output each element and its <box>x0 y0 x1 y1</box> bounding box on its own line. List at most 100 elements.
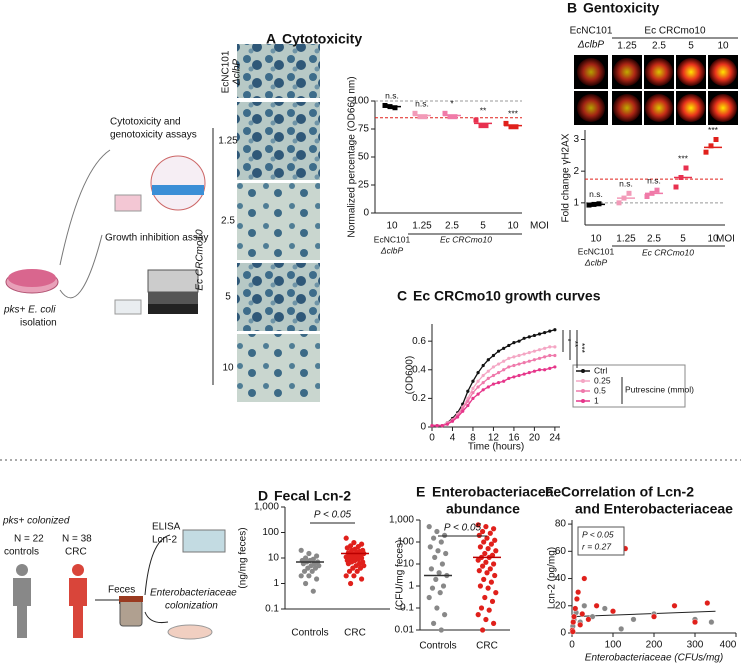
point <box>477 583 483 589</box>
legend-swatch <box>581 389 585 393</box>
y-tick-label: 1,000 <box>389 515 414 526</box>
point <box>475 557 481 563</box>
point <box>532 349 537 353</box>
point <box>502 379 506 383</box>
y-axis-label: Fold change γH2AX <box>561 133 572 222</box>
x-tick-label: 1.25 <box>616 234 636 245</box>
point <box>481 363 485 368</box>
point <box>487 566 493 572</box>
point <box>537 348 542 352</box>
point <box>537 356 542 360</box>
group-label: EcNC101 <box>578 246 615 256</box>
point <box>491 620 497 626</box>
point <box>480 528 486 535</box>
y-tick-label: 10 <box>403 559 415 570</box>
legend-title: Putrescine (mmol) <box>625 384 694 394</box>
point <box>512 340 516 345</box>
y-tick-label: 50 <box>358 152 370 163</box>
point <box>487 530 493 536</box>
image-label: 5 <box>688 41 694 52</box>
point <box>351 573 357 579</box>
point <box>548 353 552 358</box>
point <box>489 598 496 604</box>
y-tick-label: 0 <box>560 628 566 639</box>
point <box>435 548 441 554</box>
point <box>532 333 537 338</box>
point <box>496 362 501 366</box>
legend-box <box>572 364 686 408</box>
y-tick-label: 0.1 <box>265 604 279 615</box>
assay-text: Cytotoxicity and <box>110 117 181 128</box>
y-tick-label: 0.2 <box>412 393 426 404</box>
point <box>298 547 304 553</box>
point <box>553 365 557 369</box>
point <box>442 110 448 116</box>
point <box>491 353 496 358</box>
cohort-text: ELISA <box>152 522 181 533</box>
point <box>673 184 679 190</box>
point <box>434 528 440 535</box>
point <box>491 365 496 369</box>
point <box>517 362 521 366</box>
point <box>522 352 526 356</box>
point <box>439 561 445 567</box>
x-tick-label: 200 <box>646 640 663 651</box>
point <box>476 392 480 396</box>
y-tick-label: 1 <box>573 197 579 208</box>
significance-label: ** <box>480 105 487 115</box>
point <box>476 371 480 375</box>
y-axis-label: Normalized percentage (OD660 nm) <box>347 76 358 237</box>
point <box>651 613 658 620</box>
x-tick-label: 2.5 <box>647 234 661 245</box>
fit-line <box>571 610 716 618</box>
point <box>314 576 320 582</box>
point <box>491 382 496 386</box>
point <box>491 526 497 532</box>
point <box>649 190 655 196</box>
gh2ax-images <box>574 37 738 125</box>
point <box>445 422 449 426</box>
x-unit-label: MOI <box>530 221 549 232</box>
point <box>306 573 312 579</box>
point <box>527 335 531 339</box>
point <box>527 351 531 355</box>
point <box>426 524 432 530</box>
point <box>618 625 625 632</box>
point <box>359 576 365 582</box>
x-axis-label: Time (hours) <box>468 442 524 453</box>
isolation-text: pks+ E. coli <box>3 305 56 316</box>
point <box>431 620 437 626</box>
y-tick-label: 0.4 <box>412 364 426 375</box>
point <box>466 399 470 403</box>
point <box>503 120 509 126</box>
panel-label: C <box>397 288 407 304</box>
point <box>346 568 353 574</box>
significance-label: n.s. <box>589 189 603 199</box>
point <box>581 575 588 582</box>
x-tick-label: CRC <box>476 641 498 652</box>
y-tick-label: 2 <box>573 166 579 177</box>
significance-label: n.s. <box>385 91 399 101</box>
point <box>621 195 627 201</box>
stats-label: r = 0.27 <box>582 541 611 551</box>
cohort-diagram <box>13 529 226 640</box>
point <box>553 345 557 349</box>
point <box>476 532 482 538</box>
point <box>654 187 660 193</box>
point <box>610 608 617 615</box>
point <box>481 388 485 392</box>
chart-title: Enterobacteriaceae <box>432 484 561 500</box>
x-tick-label: 100 <box>605 640 622 651</box>
x-tick-label: CRC <box>344 628 366 639</box>
y-tick-label: 100 <box>397 537 414 548</box>
point <box>461 409 465 413</box>
point <box>507 365 511 369</box>
point <box>481 576 487 582</box>
p-value: P < 0.05 <box>444 523 482 534</box>
point <box>344 545 350 551</box>
point <box>301 568 308 574</box>
point <box>708 619 715 626</box>
isolation-text: isolation <box>20 318 57 329</box>
point <box>478 123 484 129</box>
point <box>537 368 542 372</box>
